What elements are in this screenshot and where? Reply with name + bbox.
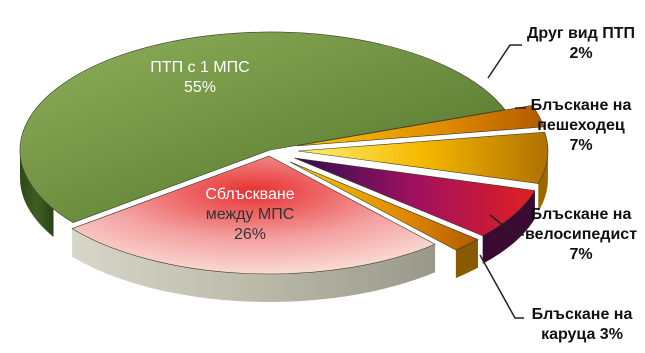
slice-collision — [71, 155, 436, 275]
label-cart-line2: каруца 3% — [541, 326, 623, 343]
leader-line-other — [487, 44, 522, 79]
label-pedestrian-pct: 7% — [569, 137, 593, 154]
label-other: Друг вид ПТП 2% — [522, 24, 640, 64]
label-other-name: Друг вид ПТП — [526, 25, 635, 42]
label-cyclist-pct: 7% — [569, 246, 593, 263]
slice-ptp1-rim — [20, 150, 54, 237]
slice-cart — [297, 105, 545, 147]
label-cart-line1: Блъскане на — [531, 306, 633, 323]
label-pedestrian: Блъскане на пешеходец 7% — [526, 96, 636, 156]
label-cyclist: Блъскане на велосипедист 7% — [520, 205, 642, 265]
label-ptp1: ПТП с 1 МПС 55% — [120, 58, 280, 98]
label-ptp1-name: ПТП с 1 МПС — [150, 59, 250, 76]
label-cyclist-line1: Блъскане на — [530, 206, 632, 223]
slice-other — [289, 161, 479, 251]
label-cyclist-line2: велосипедист — [524, 226, 638, 243]
slice-collision-side — [72, 228, 436, 302]
label-cart: Блъскане на каруца 3% — [524, 305, 640, 345]
leader-lines — [479, 44, 526, 319]
label-collision-pct: 26% — [233, 226, 267, 243]
label-pedestrian-line2: пешеходец — [537, 117, 625, 134]
slice-pedestrian — [294, 157, 536, 237]
label-collision-line1: Сблъскване — [205, 186, 295, 203]
leader-line-cyclist — [489, 214, 524, 236]
leader-line-cart — [479, 254, 524, 319]
slice-cyclist — [297, 131, 549, 184]
slice-pedestrian-side — [482, 190, 535, 264]
label-pedestrian-line1: Блъскане на — [530, 97, 632, 114]
slice-ptp1 — [19, 31, 506, 223]
label-other-pct: 2% — [569, 45, 593, 62]
slice-other-side — [455, 239, 478, 279]
label-ptp1-pct: 55% — [183, 79, 217, 96]
label-collision: Сблъскване между МПС 26% — [185, 185, 315, 245]
label-collision-line2: между МПС — [205, 206, 295, 223]
slice-cyclist-side — [538, 150, 548, 212]
